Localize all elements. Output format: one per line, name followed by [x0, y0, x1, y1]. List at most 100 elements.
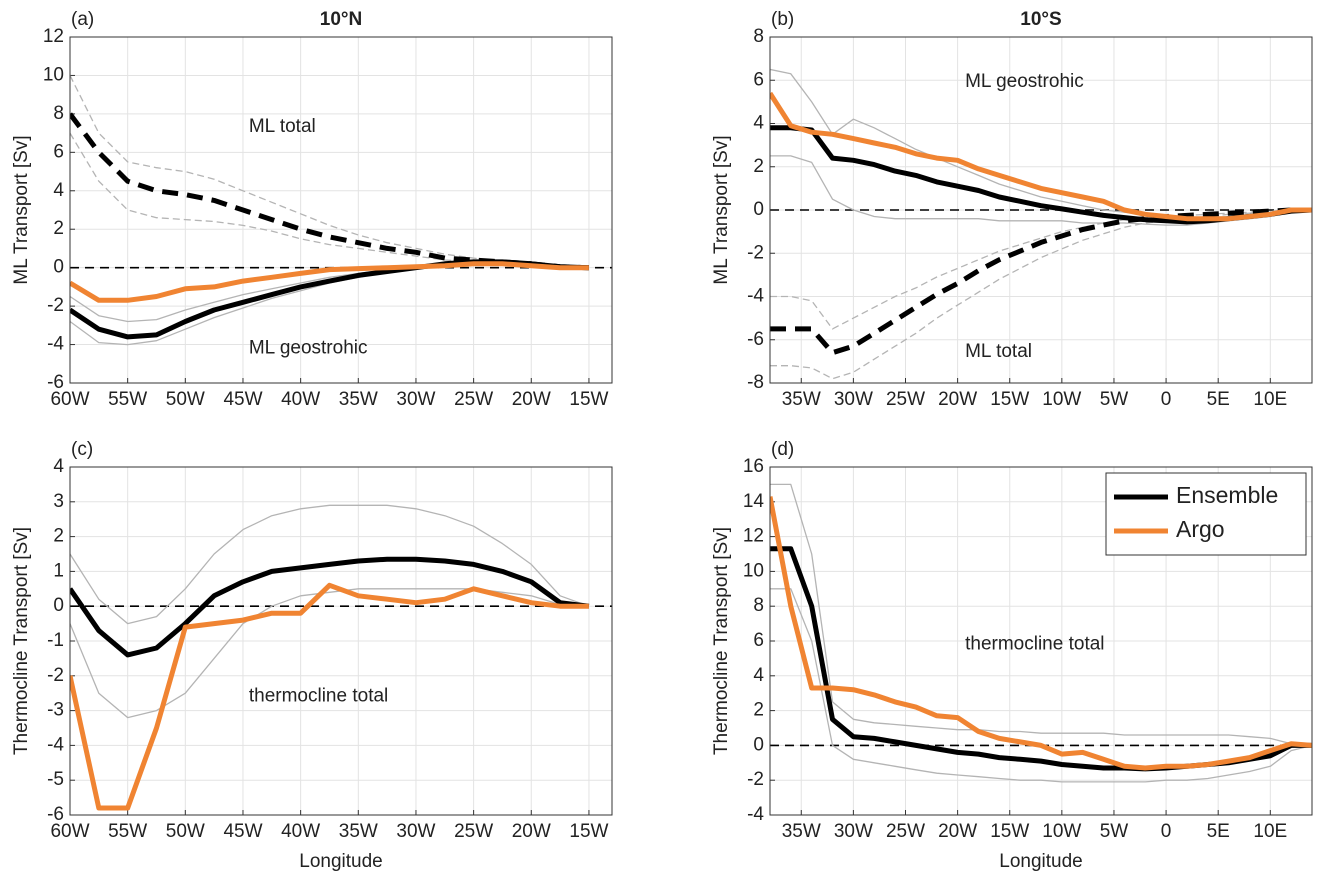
x-tick-label: 30W	[834, 389, 873, 410]
panel-label: (c)	[71, 439, 93, 460]
legend-label: Ensemble	[1176, 482, 1278, 508]
x-tick-label: 50W	[166, 821, 205, 842]
y-tick-label: 6	[53, 141, 64, 162]
y-tick-label: 6	[753, 630, 764, 651]
x-tick-label: 20W	[512, 821, 551, 842]
y-tick-label: -4	[747, 804, 764, 825]
x-tick-label: 5W	[1100, 821, 1129, 842]
x-tick-label: 55W	[108, 821, 147, 842]
data-line	[70, 75, 589, 269]
series-group	[70, 75, 589, 346]
x-tick-label: 5W	[1100, 389, 1129, 410]
data-line	[770, 483, 1312, 747]
legend-label: Argo	[1176, 516, 1225, 542]
data-line	[770, 91, 1312, 222]
y-tick-label: -4	[747, 286, 764, 307]
y-tick-label: 4	[753, 113, 764, 134]
y-tick-label: -2	[47, 665, 64, 686]
y-tick-label: 12	[43, 26, 64, 47]
y-tick-label: -2	[747, 242, 764, 263]
data-line	[70, 588, 589, 719]
x-tick-label: 0	[1161, 821, 1172, 842]
panel-label: (b)	[771, 9, 794, 30]
y-tick-label: 8	[53, 103, 64, 124]
x-tick-label: 55W	[108, 389, 147, 410]
x-tick-label: 35W	[339, 389, 378, 410]
y-tick-label: 2	[753, 700, 764, 721]
data-line	[70, 504, 590, 625]
panel-label: (d)	[771, 439, 794, 460]
data-line	[770, 588, 1312, 783]
y-tick-label: 4	[53, 456, 64, 477]
y-axis-label: ML Transport [Sv]	[11, 135, 32, 284]
y-tick-label: 10	[743, 560, 764, 581]
data-line	[70, 132, 589, 269]
y-tick-label: 8	[753, 26, 764, 47]
panel-label: (a)	[71, 9, 94, 30]
y-tick-label: -6	[747, 329, 764, 350]
y-tick-label: -3	[47, 700, 64, 721]
data-line	[770, 546, 1312, 772]
x-tick-label: 35W	[339, 821, 378, 842]
annotation: ML total	[249, 116, 316, 137]
axes-frame	[769, 466, 1313, 816]
annotation: thermocline total	[965, 633, 1104, 654]
data-line	[770, 125, 1312, 225]
y-tick-label: 0	[753, 199, 764, 220]
y-tick-label: 10	[43, 64, 64, 85]
annotation: ML geostrohic	[965, 71, 1084, 92]
y-tick-label: -6	[47, 804, 64, 825]
x-tick-label: 30W	[396, 821, 435, 842]
y-tick-label: 14	[743, 491, 765, 512]
x-tick-label: 60W	[50, 389, 89, 410]
data-line	[770, 496, 1312, 771]
x-tick-label: 10W	[1042, 389, 1081, 410]
y-tick-label: 2	[53, 526, 64, 547]
axes-frame	[69, 36, 613, 384]
x-tick-label: 10E	[1253, 821, 1287, 842]
x-tick-label: 45W	[223, 389, 262, 410]
y-tick-label: -5	[47, 769, 64, 790]
y-tick-label: 3	[53, 491, 64, 512]
x-tick-label: 15W	[990, 389, 1029, 410]
y-tick-label: 4	[753, 665, 764, 686]
x-tick-label: 35W	[782, 389, 821, 410]
x-tick-label: 40W	[281, 821, 320, 842]
x-tick-label: 40W	[281, 389, 320, 410]
y-tick-label: 0	[53, 257, 64, 278]
y-axis-label: Thermocline Transport [Sv]	[711, 527, 732, 755]
x-tick-label: 45W	[223, 821, 262, 842]
y-tick-label: -4	[47, 734, 64, 755]
x-axis-label: Longitude	[999, 851, 1082, 872]
data-line	[70, 582, 589, 811]
x-tick-label: 20W	[938, 821, 977, 842]
annotation: ML total	[965, 341, 1032, 362]
x-tick-label: 35W	[782, 821, 821, 842]
x-tick-label: 30W	[834, 821, 873, 842]
y-tick-label: 2	[753, 156, 764, 177]
x-tick-label: 25W	[454, 389, 493, 410]
panel-title: 10°N	[320, 9, 362, 30]
y-axis-label: Thermocline Transport [Sv]	[11, 527, 32, 755]
annotation: thermocline total	[249, 686, 388, 707]
legend-box	[1105, 472, 1307, 556]
x-tick-label: 10E	[1253, 389, 1287, 410]
y-tick-label: -4	[47, 334, 64, 355]
data-line	[770, 209, 1312, 380]
x-tick-label: 15W	[569, 821, 608, 842]
y-tick-label: 0	[753, 734, 764, 755]
series-group	[70, 504, 590, 811]
data-line	[770, 209, 1312, 330]
x-tick-label: 15W	[990, 821, 1029, 842]
y-tick-label: -2	[47, 295, 64, 316]
y-tick-label: 1	[53, 560, 64, 581]
x-tick-label: 25W	[886, 821, 925, 842]
annotation: ML geostrohic	[249, 337, 368, 358]
y-tick-label: 0	[53, 595, 64, 616]
x-tick-label: 60W	[50, 821, 89, 842]
y-tick-label: 16	[743, 456, 764, 477]
x-tick-label: 15W	[569, 389, 608, 410]
x-tick-label: 20W	[938, 389, 977, 410]
y-tick-label: -8	[747, 372, 764, 393]
